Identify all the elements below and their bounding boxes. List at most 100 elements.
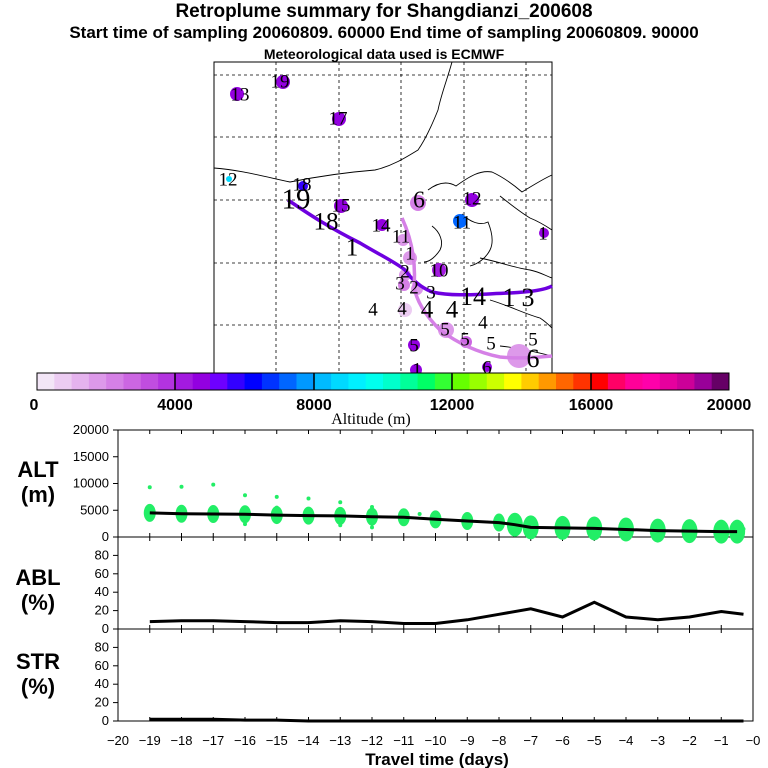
colorbar-cell xyxy=(71,373,90,390)
map-day-label: 19 xyxy=(282,184,311,216)
colorbar-cell xyxy=(244,373,263,390)
map-day-label: 4 xyxy=(368,299,378,320)
colorbar-cell xyxy=(227,373,245,390)
x-tick-label: −8 xyxy=(492,733,507,748)
map-day-label: 4 xyxy=(421,297,434,324)
colorbar-frame xyxy=(36,372,730,391)
str-panel-frame xyxy=(117,628,754,722)
map-day-label: 1 xyxy=(405,243,415,264)
map-day-label: 18 xyxy=(314,209,339,236)
colorbar-cell xyxy=(175,373,194,390)
x-tick-label: −12 xyxy=(361,733,383,748)
colorbar-cell xyxy=(365,373,384,390)
colorbar-tick-label: 8000 xyxy=(296,397,332,414)
map-day-label: 6 xyxy=(413,188,425,214)
altitude-colorbar: 0 4000 8000 12000 16000 20000 Altitude (m) xyxy=(30,372,751,428)
x-tick-label: −2 xyxy=(682,733,697,748)
plume-marker xyxy=(410,195,426,211)
colorbar-tick-label: 0 xyxy=(30,397,39,414)
abl-label-top: ABL xyxy=(15,565,60,590)
colorbar-cell xyxy=(279,373,297,390)
map-day-label: 3 xyxy=(395,273,405,294)
abl-panel-frame xyxy=(117,536,754,630)
x-tick-label: −4 xyxy=(619,733,634,748)
colorbar-cell xyxy=(452,373,470,390)
map-day-label: 4 xyxy=(478,312,488,333)
colorbar-cell xyxy=(210,373,228,390)
colorbar-cell xyxy=(383,373,401,390)
x-tick-label: −0 xyxy=(746,733,761,748)
x-tick-label: −15 xyxy=(266,733,288,748)
map-day-label: 10 xyxy=(430,260,449,281)
alt-scatter-point xyxy=(274,494,279,499)
colorbar-cell xyxy=(521,373,540,390)
plume-line-lower xyxy=(400,217,553,360)
abl-y-tick-label: 0 xyxy=(102,621,109,636)
map-day-label: 1 xyxy=(538,223,548,244)
plume-marker xyxy=(432,263,446,277)
map-day-label: 2 xyxy=(409,277,419,298)
colorbar-tick-label: 12000 xyxy=(430,397,475,414)
plume-marker xyxy=(539,228,549,238)
map-day-label: 5 xyxy=(409,335,419,356)
abl-label-bottom: (%) xyxy=(21,590,55,615)
alt-scatter-point xyxy=(243,493,247,498)
colorbar-cell xyxy=(37,373,55,390)
colorbar-cell xyxy=(261,373,280,390)
abl-y-tick-label: 20 xyxy=(95,603,109,618)
map-day-label: 14 xyxy=(372,215,392,236)
colorbar-label: Altitude (m) xyxy=(331,411,411,428)
x-tick-label: −10 xyxy=(424,733,446,748)
x-tick-label: −20 xyxy=(107,733,129,748)
alt-y-tick-label: 20000 xyxy=(73,422,109,437)
map-day-label: 12 xyxy=(219,169,238,190)
abl-y-tick-label: 80 xyxy=(95,547,109,562)
str-y-tick-label: 40 xyxy=(95,676,109,691)
str-label-top: STR xyxy=(16,649,60,674)
colorbar-cell xyxy=(400,373,418,390)
str-label-bottom: (%) xyxy=(21,674,55,699)
colorbar-cell xyxy=(486,373,505,390)
colorbar-cell xyxy=(54,373,72,390)
plume-marker xyxy=(226,176,232,182)
alt-y-tick-label: 15000 xyxy=(73,449,109,464)
plume-marker xyxy=(398,279,410,291)
colorbar-cell xyxy=(625,373,643,390)
str-series-line xyxy=(149,717,744,723)
colorbar-cell xyxy=(504,373,522,390)
x-tick-label: −11 xyxy=(393,733,414,748)
figure-title: Retroplume summary for Shangdianzi_20060… xyxy=(175,1,593,22)
colorbar-cell xyxy=(434,373,453,390)
alt-label-top: ALT xyxy=(17,457,59,482)
alt-y-tick-label: 0 xyxy=(102,529,109,544)
map-day-label: 19 xyxy=(271,71,290,92)
colorbar-cell xyxy=(296,373,315,390)
str-y-tick-label: 80 xyxy=(95,639,109,654)
colorbar-cell xyxy=(538,373,557,390)
plume-marker xyxy=(398,303,412,317)
alt-label-bottom: (m) xyxy=(21,482,55,507)
sampling-times: Start time of sampling 20060809. 60000 E… xyxy=(69,23,699,42)
x-tick-label: −13 xyxy=(329,733,351,748)
map-day-label: 1 xyxy=(412,359,422,380)
colorbar-cell xyxy=(417,373,436,390)
map-day-label: 1 xyxy=(346,235,359,262)
colorbar-cell xyxy=(123,373,142,390)
alt-scatter-point xyxy=(338,500,343,505)
plume-marker xyxy=(298,181,308,191)
alt-y-tick-label: 5000 xyxy=(80,502,109,517)
map-frame xyxy=(213,61,553,377)
plume-marker xyxy=(334,199,348,213)
abl-y-tick-label: 60 xyxy=(95,566,109,581)
map-day-label: 11 xyxy=(392,226,410,247)
x-tick-label: −7 xyxy=(523,733,538,748)
map-day-label: 3 xyxy=(426,282,436,303)
colorbar-tick-label: 16000 xyxy=(569,397,614,414)
map-day-label: 14 xyxy=(460,282,486,311)
plume-marker xyxy=(453,214,467,228)
map-day-label: 4 xyxy=(446,297,459,324)
x-tick-label: −9 xyxy=(460,733,475,748)
map-day-label: 12 xyxy=(463,188,482,209)
plume-marker xyxy=(376,219,388,231)
